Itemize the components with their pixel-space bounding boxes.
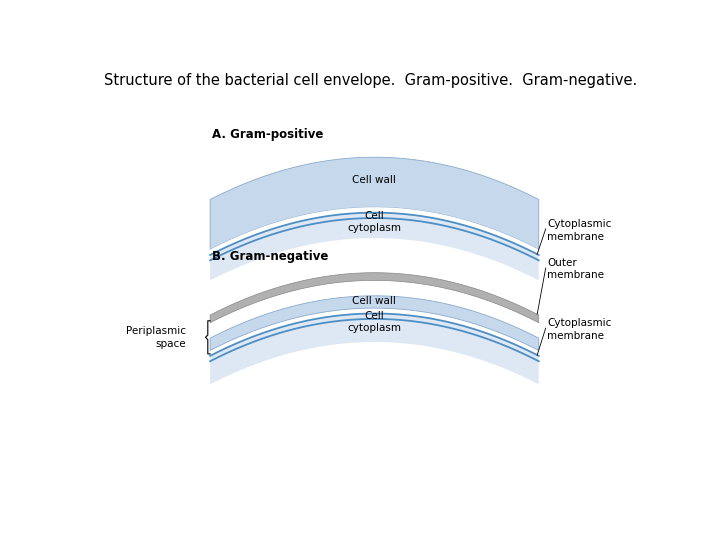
Text: Periplasmic
space: Periplasmic space bbox=[126, 326, 186, 348]
Text: B. Gram-negative: B. Gram-negative bbox=[212, 249, 329, 262]
Text: Cytoplasmic
membrane: Cytoplasmic membrane bbox=[547, 319, 611, 341]
Text: Cell
cytoplasm: Cell cytoplasm bbox=[348, 211, 402, 233]
Text: Cell wall: Cell wall bbox=[353, 176, 397, 185]
Text: Structure of the bacterial cell envelope.  Gram-positive.  Gram-negative.: Structure of the bacterial cell envelope… bbox=[104, 72, 637, 87]
Polygon shape bbox=[210, 273, 539, 384]
Polygon shape bbox=[210, 213, 539, 280]
Text: Cell
cytoplasm: Cell cytoplasm bbox=[348, 311, 402, 333]
Text: Cell wall: Cell wall bbox=[353, 296, 397, 306]
Text: A. Gram-positive: A. Gram-positive bbox=[212, 128, 324, 141]
Polygon shape bbox=[210, 157, 539, 249]
Polygon shape bbox=[210, 296, 539, 350]
Polygon shape bbox=[210, 273, 539, 323]
Polygon shape bbox=[210, 314, 539, 384]
Text: Cytoplasmic
membrane: Cytoplasmic membrane bbox=[547, 219, 611, 241]
Text: Outer
membrane: Outer membrane bbox=[547, 258, 604, 280]
Polygon shape bbox=[210, 207, 539, 255]
